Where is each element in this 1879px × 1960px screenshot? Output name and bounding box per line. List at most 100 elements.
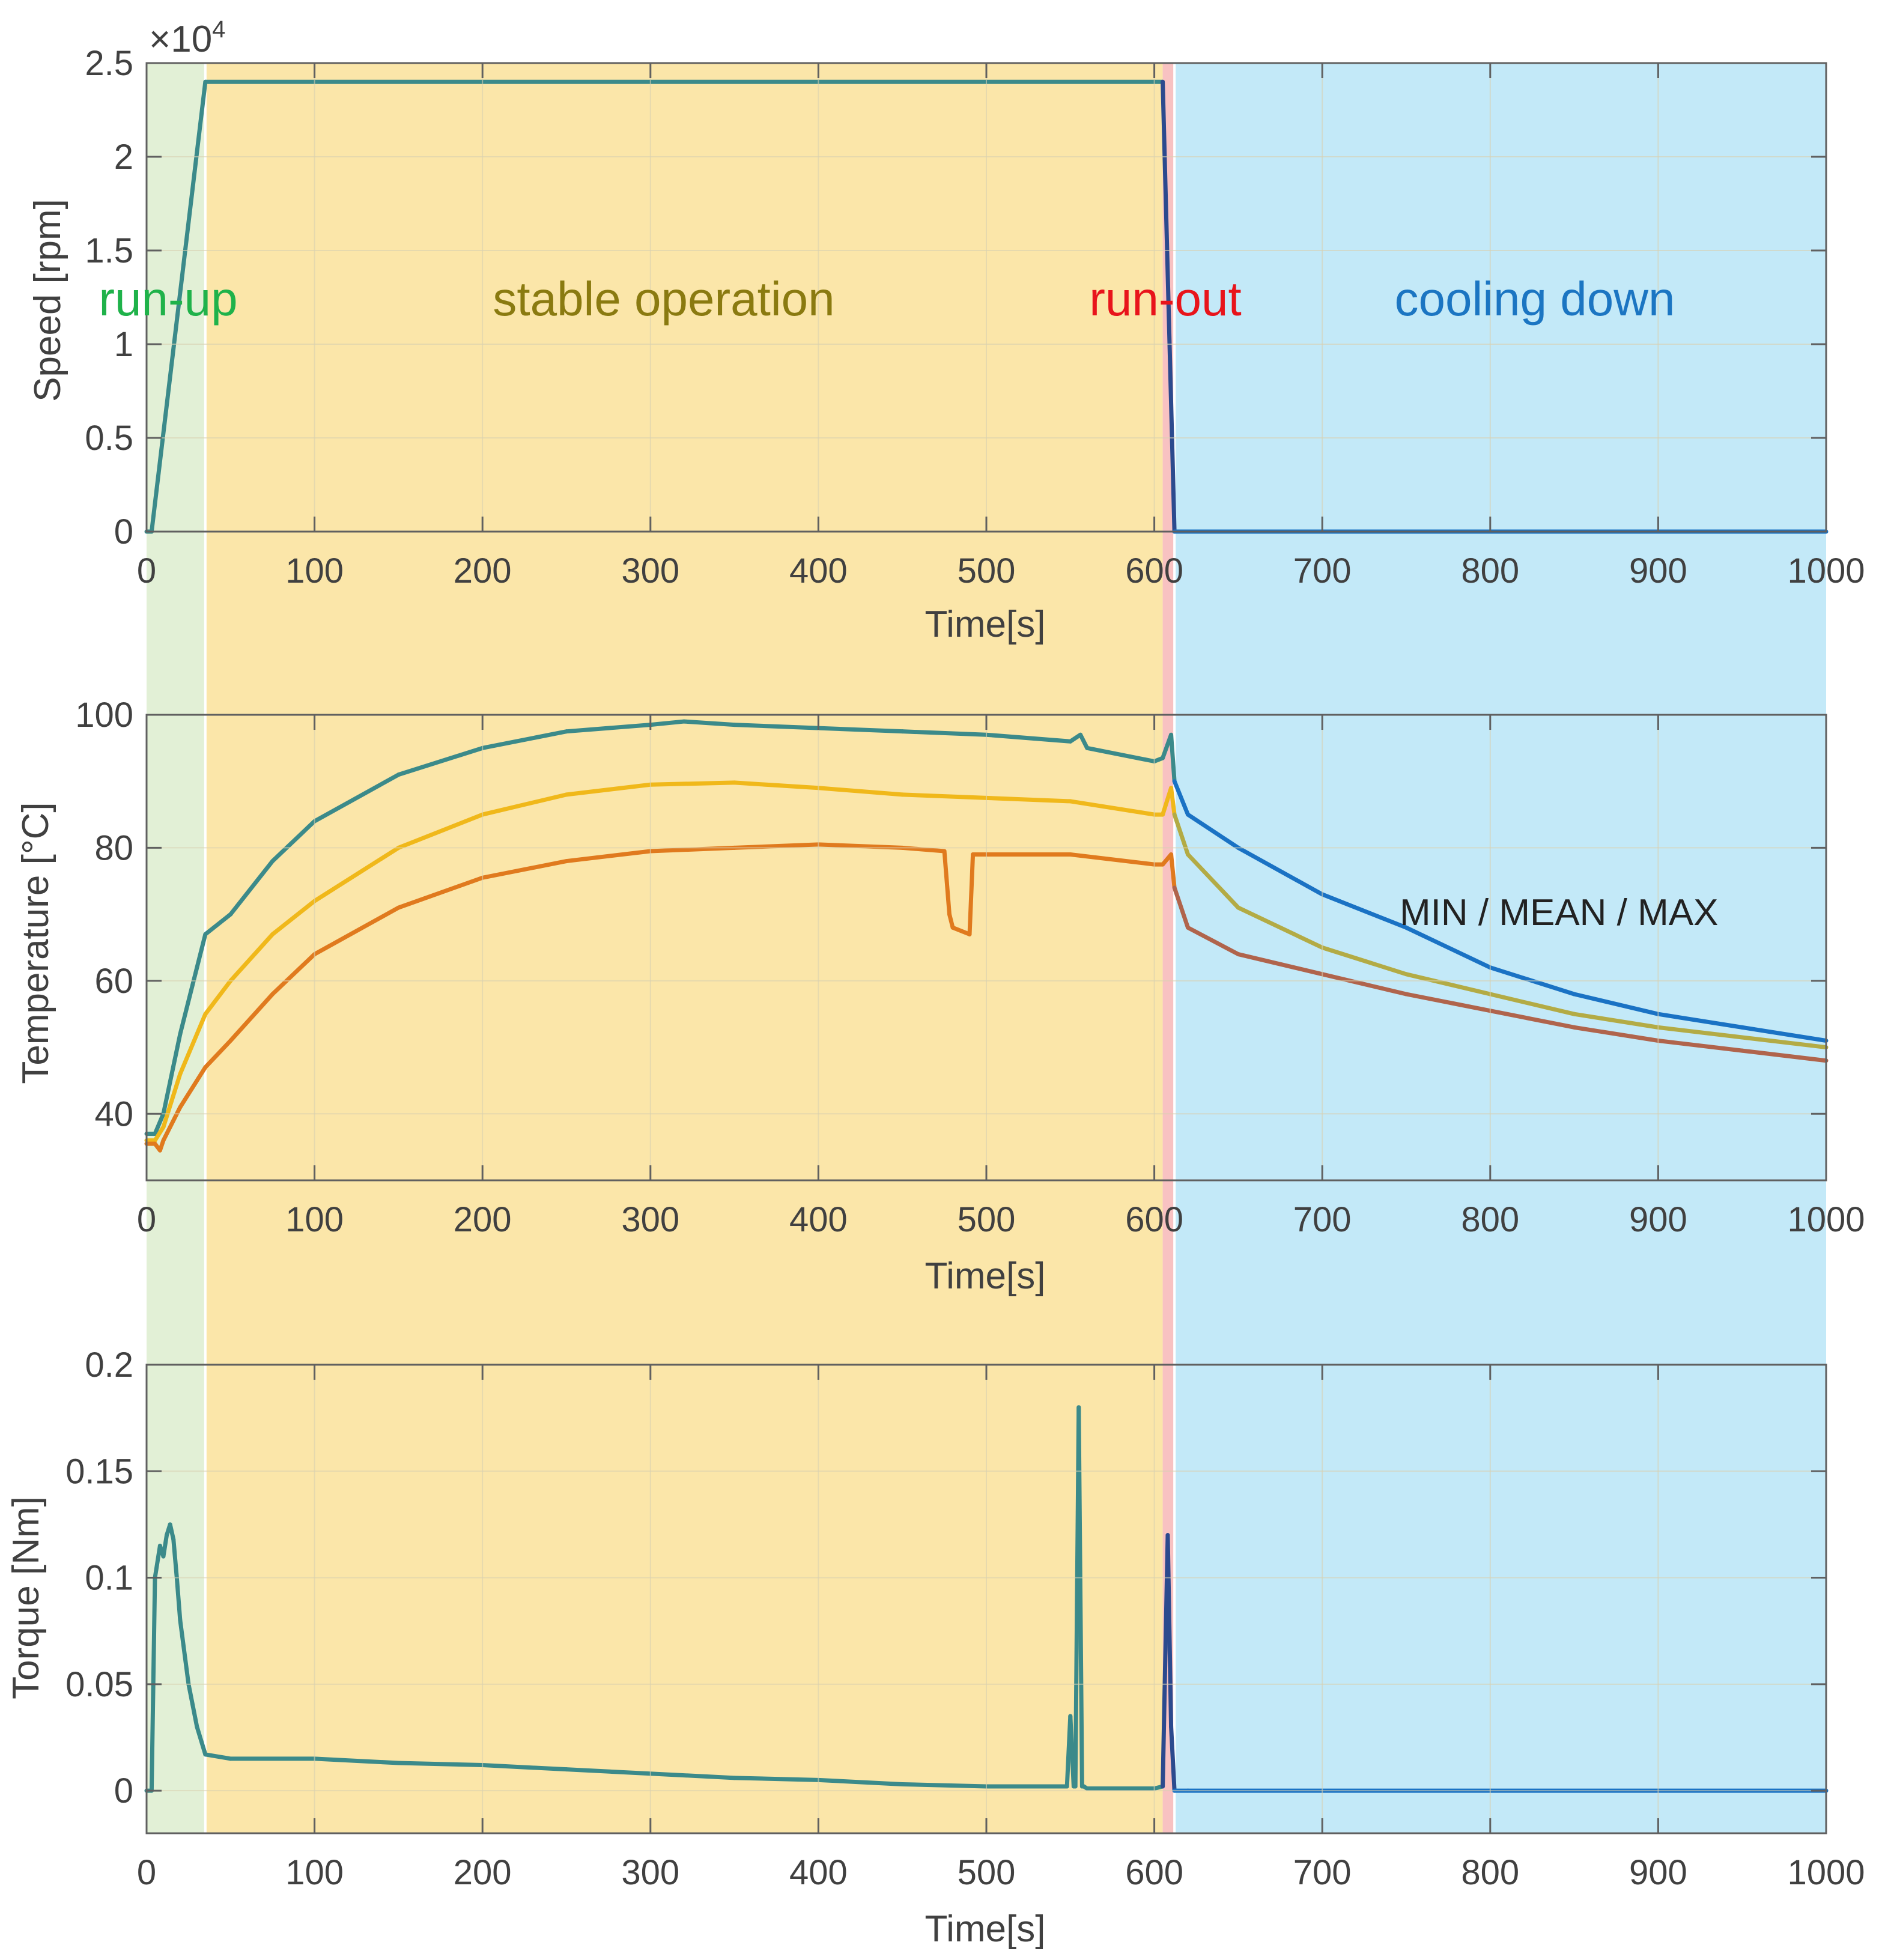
speed-ytick-label: 2: [114, 138, 133, 177]
temperature-series-mean-segment: [1320, 945, 1409, 977]
temperature-series-mean-segment: [648, 780, 737, 787]
phase-label-run-up: run-up: [99, 272, 237, 326]
phase-bands: [147, 63, 1826, 1833]
temperature-series-min-segment: [480, 859, 569, 880]
speed-xtick-label: 500: [958, 551, 1016, 590]
torque-ylabel: Torque [Nm]: [5, 1496, 47, 1699]
torque-series-torque-segment: [816, 1777, 905, 1786]
torque-ytick-label: 0: [114, 1771, 133, 1810]
temperature-series-max-segment: [1740, 1025, 1829, 1043]
torque-xtick-label: 0: [137, 1853, 156, 1892]
speed-xtick-label: 800: [1461, 551, 1519, 590]
temperature-series-max-segment: [1186, 812, 1240, 850]
speed-ytick-label: 0.5: [85, 419, 133, 458]
speed-xtick-label: 300: [621, 551, 679, 590]
temperature-xtick-label: 900: [1629, 1200, 1687, 1239]
torque-series-torque-segment: [1068, 1714, 1076, 1789]
temperature-series-min-segment: [1572, 1025, 1660, 1043]
temperature-series-min-segment: [1169, 852, 1177, 890]
temperature-xtick-label: 100: [285, 1200, 344, 1239]
speed-panel: 0 100 200 300 400 500 600 700 800 900 1000 0 0.5 1 1.…: [27, 16, 1865, 645]
temperature-series-min-segment: [312, 905, 401, 957]
temperature-series-max-segment: [178, 965, 199, 1036]
speed-ylabel: Speed [rpm]: [27, 199, 68, 402]
temperature-ylabel: Temperature [°C]: [15, 802, 56, 1084]
temperature-series-max-segment: [1572, 992, 1660, 1016]
temperature-series-mean-segment: [1572, 1012, 1660, 1030]
temperature-series-max-segment: [732, 723, 821, 730]
temperature-series-mean-segment: [1186, 852, 1240, 910]
torque-panel: 0 100 200 300 400 500 600 700 800 900 1000 0 0.05 0.…: [5, 1346, 1865, 1950]
temperature-series-mean-segment: [270, 899, 317, 936]
temperature-series-max-segment: [312, 772, 401, 824]
temperature-xtick-label: 500: [958, 1200, 1016, 1239]
torque-series-torque-segment: [564, 1767, 653, 1776]
speed-ytick-label: 2.5: [85, 44, 133, 83]
temperature-series-max-segment: [161, 1031, 183, 1116]
temperature-series-min-segment: [1488, 1009, 1577, 1030]
speed-exponent: ×104: [149, 16, 225, 60]
speed-xtick-label: 400: [789, 551, 848, 590]
phase-band-cooling: [1174, 63, 1826, 1833]
temperature-xtick-label: 400: [789, 1200, 848, 1239]
phase-band-stable: [205, 63, 1163, 1833]
temperature-series-max-segment: [1236, 845, 1325, 897]
temperature-series-min-segment: [1068, 852, 1157, 867]
temperature-xtick-label: 600: [1125, 1200, 1183, 1239]
speed-xtick-label: 200: [454, 551, 512, 590]
torque-xtick-label: 1000: [1787, 1853, 1865, 1892]
temperature-ytick-label: 60: [94, 962, 133, 1001]
speed-exponent-base: ×10: [149, 19, 212, 60]
temperature-series-max-segment: [1085, 745, 1157, 763]
temperature-series-max-segment: [564, 723, 653, 734]
torque-xtick-label: 700: [1293, 1853, 1352, 1892]
temperature-series-min-segment: [178, 1065, 208, 1109]
temperature-series-mean-segment: [900, 792, 989, 800]
phase-band-run_out: [1162, 63, 1175, 1833]
temperature-series-min-segment: [1172, 885, 1191, 930]
temperature-series-min-segment: [1236, 952, 1325, 977]
temperature-ytick-label: 40: [94, 1094, 133, 1133]
temperature-series-min-segment: [1656, 1039, 1744, 1053]
torque-xtick-label: 800: [1461, 1853, 1519, 1892]
torque-xtick-label: 100: [285, 1853, 344, 1892]
temperature-series-mean-segment: [161, 1072, 183, 1129]
temperature-series-min-segment: [1186, 925, 1240, 957]
temperature-series-min-segment: [564, 849, 653, 864]
temperature-series-max-segment: [195, 932, 208, 970]
temperature-series-mean-segment: [312, 845, 401, 903]
torque-series-torque-segment: [174, 1576, 183, 1622]
torque-ytick-label: 0.1: [85, 1559, 133, 1598]
temperature-series-max-segment: [480, 729, 569, 750]
temperature-series-max-segment: [900, 729, 989, 737]
temperature-series-mean-segment: [153, 1124, 166, 1143]
temperature-series-max-segment: [1078, 732, 1090, 750]
temperature-series-mean-segment: [1656, 1025, 1744, 1040]
torque-ytick-label: 0.05: [65, 1665, 133, 1704]
temperature-series-min-segment: [203, 1039, 233, 1070]
temperature-xlabel: Time[s]: [925, 1255, 1046, 1297]
torque-xtick-label: 500: [958, 1853, 1016, 1892]
torque-xtick-label: 400: [789, 1853, 848, 1892]
temperature-series-mean-segment: [1169, 786, 1177, 817]
temperature-series-mean-segment: [203, 978, 233, 1016]
temperature-series-max-segment: [648, 719, 687, 727]
torque-xtick-label: 200: [454, 1853, 512, 1892]
temperature-series-max-segment: [1404, 925, 1493, 970]
torque-series-torque-segment: [1165, 1533, 1174, 1729]
temperature-xtick-label: 1000: [1787, 1200, 1865, 1239]
temperature-series-max-segment: [396, 745, 485, 777]
torque-series-torque-segment: [900, 1782, 989, 1789]
temperature-panel: 0 100 200 300 400 500 600 700 800 900 1000 40 60 80 1…: [15, 696, 1865, 1297]
torque-series-torque-segment: [648, 1771, 737, 1780]
torque-series-torque-segment: [171, 1537, 179, 1580]
temperature-series-mean-segment: [732, 780, 821, 790]
speed-ytick-label: 1: [114, 325, 133, 364]
temperature-series-mean-segment: [564, 782, 653, 797]
temperature-series-max-segment: [984, 732, 1073, 744]
temperature-series-min-segment: [950, 925, 972, 936]
temperature-series-min-segment: [1404, 992, 1493, 1013]
speed-ytick-label: 0: [114, 512, 133, 551]
torque-series-torque-segment: [396, 1761, 485, 1768]
